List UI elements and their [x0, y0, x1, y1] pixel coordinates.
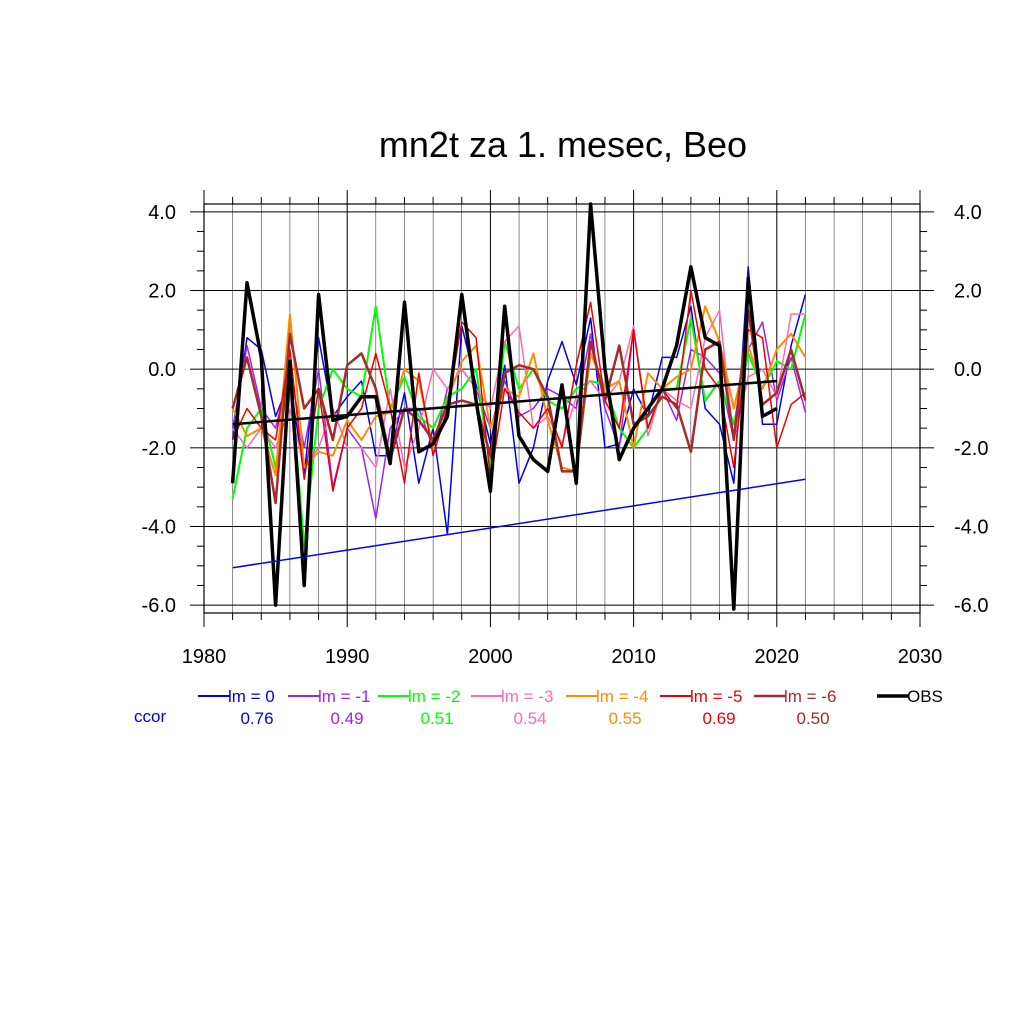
y-tick-label-left: 0.0: [148, 359, 176, 381]
y-tick-label-right: 4.0: [954, 202, 982, 224]
ccor-value: 0.69: [702, 709, 735, 728]
legend-label: lm = -5: [690, 687, 742, 706]
x-tick-label: 2030: [898, 646, 943, 668]
trend-line: [232, 379, 777, 426]
ccor-label: ccor: [134, 707, 166, 726]
ccor-value: 0.51: [420, 709, 453, 728]
x-tick-label: 2010: [611, 646, 656, 668]
ccor-value: 0.55: [608, 709, 641, 728]
legend-label: lm = -4: [596, 687, 648, 706]
y-tick-label-right: -6.0: [954, 595, 988, 617]
axis-ticks: 1980 1990 2000 2010 2020 2030 4.0 4.0 2.0 2.0 0.0 0…: [142, 190, 988, 668]
legend: lm = 0 0.76 lm = -1 0.49 lm = -2 0.51 lm = -3 0…: [198, 687, 943, 728]
series-line-lm-1: [231, 321, 807, 520]
series-line-lm-6: [231, 308, 807, 505]
y-tick-label-right: 2.0: [954, 281, 982, 303]
y-tick-label-left: -6.0: [142, 595, 176, 617]
y-tick-label-right: -2.0: [954, 438, 988, 460]
legend-label: lm = 0: [228, 687, 275, 706]
x-tick-label: 2000: [468, 646, 513, 668]
x-tick-label: 1980: [182, 646, 227, 668]
ccor-value: 0.49: [330, 709, 363, 728]
y-tick-label-left: 2.0: [148, 281, 176, 303]
series-line-lm-5: [231, 289, 806, 492]
x-tick-label: 2020: [755, 646, 800, 668]
y-tick-label-left: -4.0: [142, 516, 176, 538]
series-lines: [230, 202, 807, 611]
x-tick-label: 1990: [325, 646, 370, 668]
trend-line: [232, 478, 806, 569]
trend-lines: [232, 379, 806, 569]
chart-title: mn2t za 1. mesec, Beo: [379, 124, 747, 165]
ccor-value: 0.76: [240, 709, 273, 728]
legend-label: OBS: [907, 687, 943, 706]
legend-label: lm = -2: [408, 687, 460, 706]
ccor-value: 0.54: [513, 709, 546, 728]
y-tick-label-left: 4.0: [148, 202, 176, 224]
series-line-obs: [230, 202, 778, 611]
y-tick-label-left: -2.0: [142, 438, 176, 460]
legend-label: lm = -6: [784, 687, 836, 706]
ccor-value: 0.50: [796, 709, 829, 728]
y-tick-label-right: -4.0: [954, 516, 988, 538]
legend-label: lm = -1: [318, 687, 370, 706]
y-tick-label-right: 0.0: [954, 359, 982, 381]
legend-label: lm = -3: [501, 687, 553, 706]
